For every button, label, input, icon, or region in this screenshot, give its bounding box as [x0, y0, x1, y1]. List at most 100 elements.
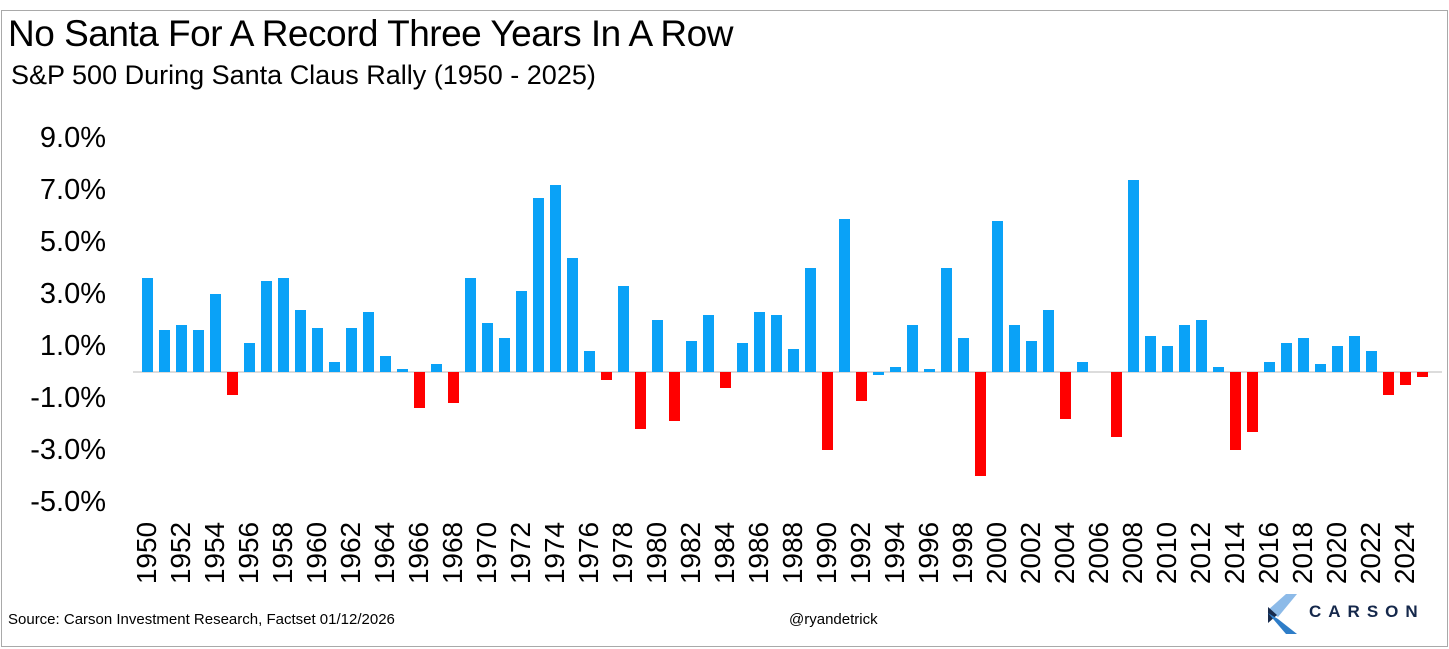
bar-1980 [652, 320, 663, 372]
bar-1961 [329, 362, 340, 372]
x-tick-label-1992: 1992 [845, 521, 876, 585]
x-tick-label-1960: 1960 [301, 521, 332, 585]
bar-1958 [278, 278, 289, 372]
x-tick-label-1950: 1950 [131, 521, 162, 585]
x-tick-label-1968: 1968 [437, 521, 468, 585]
y-tick-label: -1.0% [30, 381, 106, 414]
bar-2009 [1145, 336, 1156, 372]
x-tick-label-1962: 1962 [335, 521, 366, 585]
chart-title: No Santa For A Record Three Years In A R… [8, 13, 733, 54]
bar-1950 [142, 278, 153, 372]
x-tick-label-2006: 2006 [1083, 521, 1114, 585]
bar-2019 [1315, 364, 1326, 372]
y-tick-label: 5.0% [39, 225, 106, 258]
bar-2024 [1400, 372, 1411, 385]
bar-1985 [737, 343, 748, 372]
x-tick-label-1972: 1972 [505, 521, 536, 585]
x-tick-label-2008: 2008 [1117, 521, 1148, 585]
x-tick-label-1984: 1984 [709, 521, 740, 585]
bar-1964 [380, 356, 391, 372]
bar-1967 [431, 364, 442, 372]
bar-1991 [839, 219, 850, 372]
bar-1986 [754, 312, 765, 372]
bar-2017 [1281, 343, 1292, 372]
bar-2011 [1179, 325, 1190, 372]
bar-1952 [176, 325, 187, 372]
bar-2020 [1332, 346, 1343, 372]
x-tick-label-1976: 1976 [573, 521, 604, 585]
bar-1983 [703, 315, 714, 372]
x-tick-label-1988: 1988 [777, 521, 808, 585]
y-tick-label: 9.0% [39, 121, 106, 154]
x-tick-label-1980: 1980 [641, 521, 672, 585]
bar-1998 [958, 338, 969, 372]
x-tick-label-2002: 2002 [1015, 521, 1046, 585]
x-tick-label-2010: 2010 [1151, 521, 1182, 585]
bar-1966 [414, 372, 425, 408]
carson-logo: CARSON [1267, 593, 1437, 635]
bar-1981 [669, 372, 680, 421]
bar-1955 [227, 372, 238, 395]
bar-1962 [346, 328, 357, 372]
bar-2018 [1298, 338, 1309, 372]
bar-1976 [584, 351, 595, 372]
bar-1978 [618, 286, 629, 372]
bar-2003 [1043, 310, 1054, 372]
bar-1982 [686, 341, 697, 372]
zero-axis-line [133, 371, 1442, 373]
x-tick-label-1994: 1994 [879, 521, 910, 585]
bar-1994 [890, 367, 901, 372]
bar-2025 [1417, 372, 1428, 377]
bar-1956 [244, 343, 255, 372]
x-tick-label-2014: 2014 [1219, 521, 1250, 585]
bar-1989 [805, 268, 816, 372]
bar-1959 [295, 310, 306, 372]
bar-2015 [1247, 372, 1258, 432]
bar-1997 [941, 268, 952, 372]
x-tick-label-1990: 1990 [811, 521, 842, 585]
bar-2021 [1349, 336, 1360, 372]
bar-1963 [363, 312, 374, 372]
bar-1984 [720, 372, 731, 388]
y-tick-label: 1.0% [39, 329, 106, 362]
y-tick-label: -5.0% [30, 485, 106, 518]
bar-2005 [1077, 362, 1088, 372]
x-tick-label-1996: 1996 [913, 521, 944, 585]
bar-2013 [1213, 367, 1224, 372]
bar-1975 [567, 258, 578, 372]
bar-1974 [550, 185, 561, 372]
bar-2010 [1162, 346, 1173, 372]
bar-1993 [873, 372, 884, 375]
bar-1951 [159, 330, 170, 372]
bar-2022 [1366, 351, 1377, 372]
bar-1990 [822, 372, 833, 450]
x-tick-label-1954: 1954 [199, 521, 230, 585]
bar-1988 [788, 349, 799, 372]
bar-1957 [261, 281, 272, 372]
x-tick-label-2000: 2000 [981, 521, 1012, 585]
bar-1973 [533, 198, 544, 372]
bar-1992 [856, 372, 867, 401]
bar-1999 [975, 372, 986, 476]
x-tick-label-2004: 2004 [1049, 521, 1080, 585]
x-tick-label-1970: 1970 [471, 521, 502, 585]
bar-2000 [992, 221, 1003, 372]
x-tick-label-1974: 1974 [539, 521, 570, 585]
bar-1954 [210, 294, 221, 372]
bar-2016 [1264, 362, 1275, 372]
x-tick-label-1986: 1986 [743, 521, 774, 585]
bar-2002 [1026, 341, 1037, 372]
bar-2004 [1060, 372, 1071, 419]
bar-1972 [516, 291, 527, 372]
bar-1977 [601, 372, 612, 380]
x-tick-label-1966: 1966 [403, 521, 434, 585]
x-tick-label-1982: 1982 [675, 521, 706, 585]
bar-1953 [193, 330, 204, 372]
bar-1979 [635, 372, 646, 429]
x-tick-label-1998: 1998 [947, 521, 978, 585]
x-tick-label-2012: 2012 [1185, 521, 1216, 585]
bar-1970 [482, 323, 493, 372]
bar-2007 [1111, 372, 1122, 437]
source-note: Source: Carson Investment Research, Fact… [8, 611, 395, 628]
bar-2001 [1009, 325, 1020, 372]
